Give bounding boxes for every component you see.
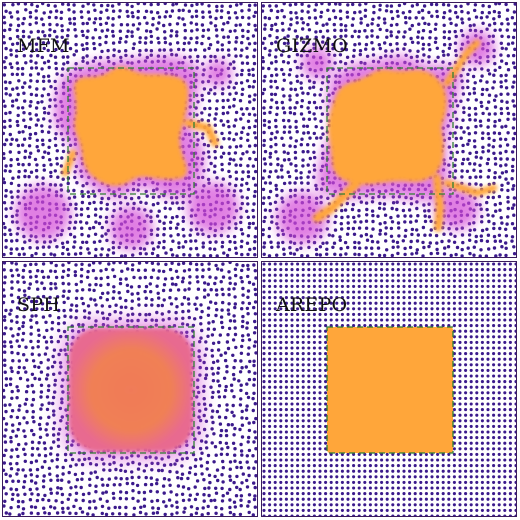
panel-mfm: MFM: [2, 2, 258, 258]
dense-square: [327, 327, 453, 453]
dense-region: [69, 328, 193, 452]
panel-sph: SPH: [2, 261, 258, 517]
panel-arepo-label: AREPO: [276, 294, 348, 316]
panel-sph-label: SPH: [17, 294, 60, 316]
initial-square-outline: [326, 67, 454, 195]
panel-gizmo-plot: [262, 3, 516, 257]
panel-gizmo: GIZMO: [261, 2, 517, 258]
initial-square-outline: [67, 326, 195, 454]
dense-region: [312, 39, 498, 232]
initial-square-outline: [326, 326, 454, 454]
panel-sph-plot: [3, 262, 257, 516]
panel-mfm-plot: [3, 3, 257, 257]
dense-region: [61, 66, 219, 186]
panel-gizmo-label: GIZMO: [276, 35, 348, 57]
panel-mfm-label: MFM: [17, 35, 70, 57]
initial-square-outline: [67, 67, 195, 195]
panel-arepo: AREPO: [261, 261, 517, 517]
panel-arepo-plot: [262, 262, 516, 516]
